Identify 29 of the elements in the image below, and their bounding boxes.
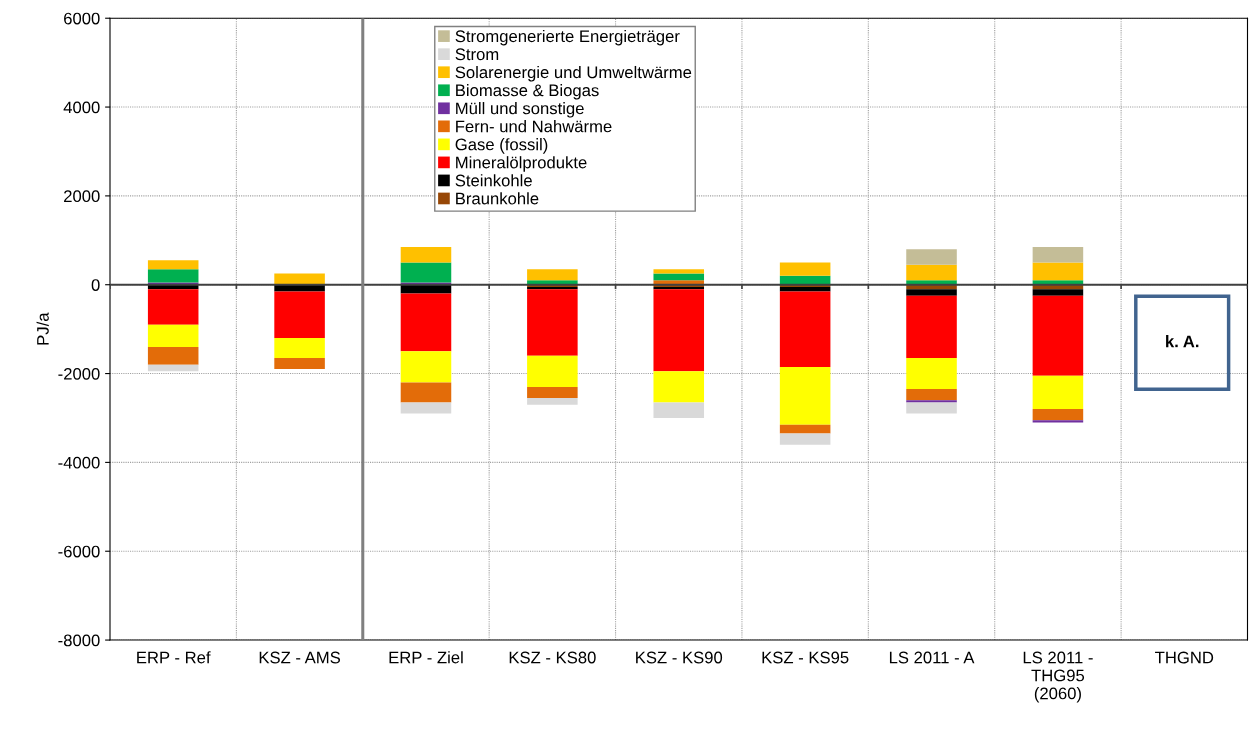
legend-label: Solarenergie und Umweltwärme [455, 65, 692, 82]
legend-label: Gase (fossil) [455, 138, 548, 154]
y-tick-label: 0 [91, 279, 100, 291]
legend-label: Mineralölprodukte [456, 156, 587, 172]
legend-label: Fern- und Nahwärme [456, 120, 612, 133]
y-tick-label: -6000 [58, 545, 100, 558]
x-tick-label: KSZ - KS95 [762, 651, 849, 664]
x-tick-label: ERP - Ref [137, 651, 211, 664]
y-tick-label: -2000 [58, 367, 100, 380]
x-tick-label: KSZ - KS80 [509, 651, 596, 664]
y-tick-label: 4000 [63, 101, 100, 114]
y-tick-label: -4000 [58, 456, 100, 469]
annotation: k. A. [1166, 335, 1199, 348]
x-tick-label: LS 2011 - THG95 (2060) [1023, 651, 1093, 703]
legend-label: Steinkohle [455, 174, 532, 187]
legend-label: Stromgenerierte Energieträger [455, 29, 680, 46]
y-axis-title: PJ/a [36, 312, 49, 345]
legend-label: Müll und sonstige [456, 102, 584, 118]
y-tick-label: 6000 [64, 12, 100, 25]
x-tick-label: THGND [1155, 651, 1214, 664]
x-tick-label: KSZ - AMS [259, 651, 341, 664]
y-tick-label: 2000 [64, 190, 100, 203]
y-tick-label: -8000 [58, 634, 100, 647]
legend-label: Strom [455, 48, 499, 61]
x-tick-label: ERP - Ziel [389, 651, 463, 664]
legend-label: Biomasse & Biogas [456, 84, 599, 100]
x-tick-label: LS 2011 - A [889, 651, 975, 664]
x-tick-label: KSZ - KS90 [636, 651, 723, 664]
legend-label: Braunkohle [456, 192, 539, 205]
